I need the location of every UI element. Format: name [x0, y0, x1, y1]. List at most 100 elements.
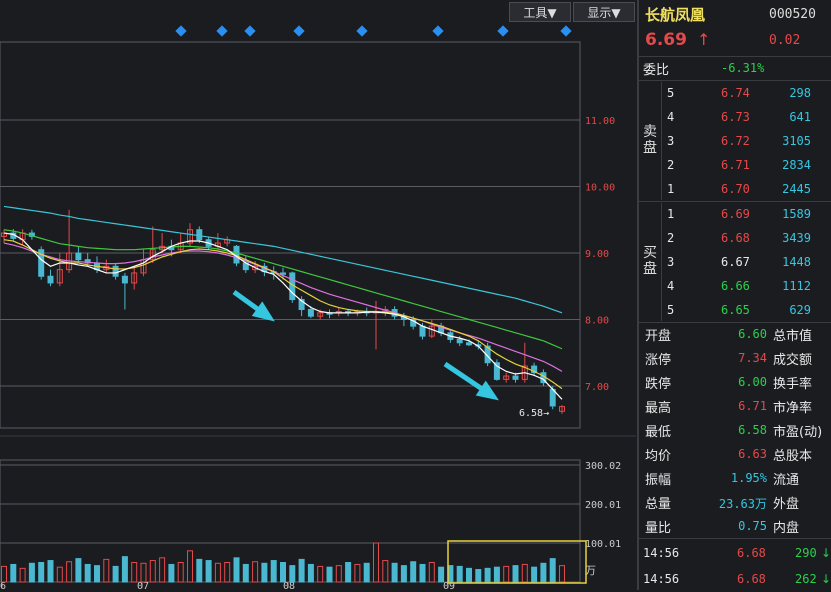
tick-volume: 262: [795, 572, 817, 586]
weibi-value: -6.31%: [721, 61, 765, 75]
stat-row: 最高 6.71 市净率: [639, 397, 831, 419]
order-level: 2: [667, 158, 675, 172]
order-price: 6.67: [721, 255, 750, 269]
kline-chart-area[interactable]: 11.00 10.00 9.00 8.00 7.00 300.02 200.01 100.01…: [0, 0, 636, 590]
divider: [639, 322, 831, 323]
candle-body: [252, 265, 259, 271]
order-volume: 629: [789, 303, 811, 317]
kline-chart[interactable]: 11.00 10.00 9.00 8.00 7.00 300.02 200.01 100.01…: [0, 0, 636, 590]
event-marker-icon: [216, 25, 228, 37]
sell-order-row[interactable]: 2 6.71 2834: [639, 158, 831, 180]
tick-price: 6.68: [737, 572, 766, 586]
volume-bar: [233, 557, 240, 583]
highlight-box: [447, 540, 587, 584]
tick-time: 14:56: [643, 546, 680, 560]
volume-bar: [382, 560, 389, 583]
sell-order-row[interactable]: 3 6.72 3105: [639, 134, 831, 156]
volume-bar: [168, 563, 175, 583]
event-marker-icon: [244, 25, 256, 37]
volume-bar: [503, 565, 510, 583]
sell-order-row[interactable]: 1 6.70 2445: [639, 182, 831, 204]
stat-label: 振幅: [645, 473, 672, 488]
volume-bar: [224, 562, 231, 583]
volume-bar: [354, 563, 361, 583]
candle-body: [317, 312, 324, 317]
stat-row: 涨停 7.34 成交额: [639, 349, 831, 371]
current-price: 6.69: [645, 30, 687, 50]
sell-order-row[interactable]: 5 6.74 298: [639, 86, 831, 108]
weibi-label: 委比: [643, 63, 670, 78]
stat-row: 总量 23.63万 外盘: [639, 493, 831, 515]
event-marker-icon: [293, 25, 305, 37]
stat-value: 6.60: [738, 327, 767, 341]
weibi-row: 委比 -6.31%: [639, 59, 831, 79]
order-level: 3: [667, 255, 675, 269]
up-arrow-icon: ↑: [697, 30, 711, 49]
month-label: 06: [0, 581, 6, 590]
order-price: 6.71: [721, 158, 750, 172]
candle-body: [84, 259, 91, 264]
stat-row: 开盘 6.60 总市值: [639, 325, 831, 347]
stat-right-label: 市净率: [773, 401, 813, 416]
candle-body: [47, 275, 54, 284]
volume-bar: [159, 557, 166, 583]
order-volume: 1112: [782, 279, 811, 293]
event-marker-icon: [175, 25, 187, 37]
volume-pane-frame: [0, 459, 581, 583]
volume-bar: [280, 562, 286, 583]
candle-body: [493, 362, 500, 380]
divider: [639, 56, 831, 57]
price-axis-tick: 9.00: [585, 249, 609, 260]
volume-bar: [84, 563, 91, 583]
volume-bar: [261, 562, 268, 583]
volume-bar: [410, 561, 417, 583]
order-price: 6.74: [721, 86, 750, 100]
tools-button[interactable]: 工具▼: [509, 2, 571, 22]
volume-bar: [28, 562, 35, 583]
candle-body: [280, 272, 286, 275]
volume-bar: [363, 562, 370, 583]
volume-bar: [149, 560, 156, 583]
order-level: 1: [667, 182, 675, 196]
tick-row: 14:56 6.68 290 ↓: [639, 546, 831, 566]
volume-bar: [205, 560, 212, 583]
buy-order-row[interactable]: 1 6.69 1589: [639, 207, 831, 229]
volume-bar: [419, 563, 426, 583]
order-volume: 641: [789, 110, 811, 124]
ma20-line: [3, 242, 563, 372]
order-price: 6.72: [721, 134, 750, 148]
buy-order-row[interactable]: 3 6.67 1448: [639, 255, 831, 277]
stat-value: 7.34: [738, 351, 767, 365]
buy-order-row[interactable]: 5 6.65 629: [639, 303, 831, 325]
sell-order-row[interactable]: 4 6.73 641: [639, 110, 831, 132]
candle-body: [531, 365, 538, 374]
volume-bar: [559, 565, 565, 583]
stock-name: 长航凤凰: [645, 6, 706, 24]
volume-bar: [94, 565, 100, 583]
min-price-label: 6.58→: [519, 408, 549, 419]
candle-body: [298, 299, 305, 311]
buy-order-row[interactable]: 2 6.68 3439: [639, 231, 831, 253]
ma30-line: [3, 229, 563, 350]
volume-bar: [112, 565, 119, 583]
volume-bar: [38, 562, 45, 583]
order-volume: 1448: [782, 255, 811, 269]
candle-body: [112, 265, 119, 277]
volume-bar: [391, 562, 398, 583]
order-volume: 3439: [782, 231, 811, 245]
volume-bar: [428, 562, 435, 583]
order-level: 5: [667, 86, 675, 100]
buy-order-row[interactable]: 4 6.66 1112: [639, 279, 831, 301]
display-button[interactable]: 显示▼: [573, 2, 635, 22]
stat-label: 最低: [645, 425, 672, 440]
volume-unit: 万: [585, 564, 596, 577]
order-price: 6.70: [721, 182, 750, 196]
volume-bar: [177, 562, 184, 583]
tick-time: 14:56: [643, 572, 680, 586]
order-price: 6.69: [721, 207, 750, 221]
volume-bar: [19, 567, 26, 583]
stat-right-label: 换手率: [773, 377, 813, 392]
order-volume: 3105: [782, 134, 811, 148]
price-row: 6.69 ↑ 0.02: [639, 30, 831, 54]
order-volume: 1589: [782, 207, 811, 221]
